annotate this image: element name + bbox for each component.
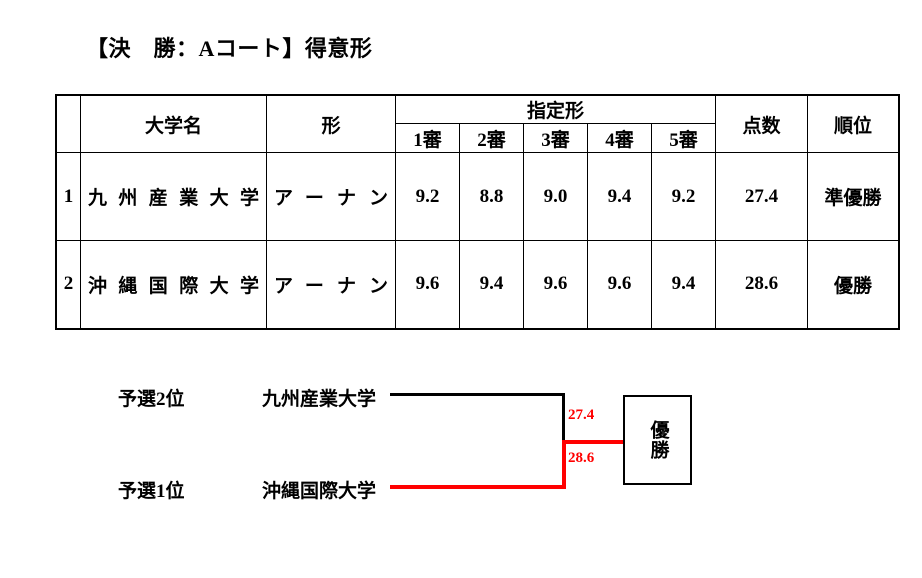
header-judge-4: 4審 — [587, 123, 652, 153]
results-table: 大学名 形 指定形 点数 順位 1審 2審 3審 4審 5審 1 九州産業大学 … — [55, 94, 900, 330]
row-university-text: 九州産業大学 — [88, 188, 259, 209]
row-university-text: 沖縄国際大学 — [88, 275, 259, 297]
bracket-team-label-bottom: 沖縄国際大学 — [262, 481, 377, 502]
header-university: 大学名 — [80, 94, 267, 153]
page-title: 【決 勝：Aコート】得意形 — [86, 36, 373, 61]
row-judge-score-4: 9.4 — [587, 152, 652, 241]
header-designated-kata-group: 指定形 — [395, 94, 716, 124]
bracket-line-bottom-vertical — [562, 440, 566, 489]
header-judge-3: 3審 — [523, 123, 588, 153]
champion-box: 優勝 — [623, 395, 692, 485]
bracket-team-label-top: 九州産業大学 — [262, 389, 377, 410]
header-judge-1: 1審 — [395, 123, 460, 153]
champion-box-label: 優勝 — [647, 420, 669, 460]
row-rank: 準優勝 — [807, 152, 900, 241]
row-kata-text: アーナン — [274, 188, 388, 209]
bracket-line-champion-connector — [562, 440, 624, 444]
row-rank: 優勝 — [807, 240, 900, 330]
row-judge-score-2: 9.4 — [459, 240, 524, 330]
row-total-score: 28.6 — [715, 240, 808, 330]
table-row: 2 沖縄国際大学 アーナン 9.6 9.4 9.6 9.6 9.4 28.6 優… — [55, 240, 900, 330]
bracket-seed-label-top: 予選2位 — [118, 389, 185, 410]
table-header-row-2: 1審 2審 3審 4審 5審 — [56, 123, 899, 153]
header-judge-2: 2審 — [459, 123, 524, 153]
bracket-score-top: 27.4 — [568, 407, 595, 423]
row-total-score: 27.4 — [715, 152, 808, 241]
row-kata-text: アーナン — [274, 275, 388, 297]
row-university: 九州産業大学 — [80, 152, 267, 241]
row-judge-score-3: 9.6 — [523, 240, 588, 330]
row-judge-score-4: 9.6 — [587, 240, 652, 330]
tournament-bracket: 予選2位 九州産業大学 27.4 予選1位 沖縄国際大学 28.6 優勝 — [0, 360, 922, 520]
header-kata: 形 — [266, 94, 396, 153]
bracket-line-bottom-horizontal — [390, 485, 565, 489]
bracket-line-top-vertical — [562, 393, 565, 441]
header-score: 点数 — [715, 94, 808, 153]
bracket-score-bottom: 28.6 — [568, 450, 595, 466]
header-rank: 順位 — [807, 94, 900, 153]
row-judge-score-3: 9.0 — [523, 152, 588, 241]
row-kata: アーナン — [266, 240, 396, 330]
row-judge-score-1: 9.2 — [395, 152, 460, 241]
row-index: 1 — [55, 152, 81, 241]
table-header-row-1: 大学名 形 指定形 点数 順位 — [55, 94, 900, 153]
row-university: 沖縄国際大学 — [80, 240, 267, 330]
table-row: 1 九州産業大学 アーナン 9.2 8.8 9.0 9.4 9.2 27.4 準… — [55, 152, 900, 241]
bracket-seed-label-bottom: 予選1位 — [118, 481, 185, 502]
row-judge-score-2: 8.8 — [459, 152, 524, 241]
row-kata: アーナン — [266, 152, 396, 241]
header-judge-5: 5審 — [651, 123, 716, 153]
row-judge-score-1: 9.6 — [395, 240, 460, 330]
row-judge-score-5: 9.2 — [651, 152, 716, 241]
row-judge-score-5: 9.4 — [651, 240, 716, 330]
row-index: 2 — [55, 240, 81, 330]
header-index — [55, 94, 81, 153]
bracket-line-top-horizontal — [390, 393, 565, 396]
